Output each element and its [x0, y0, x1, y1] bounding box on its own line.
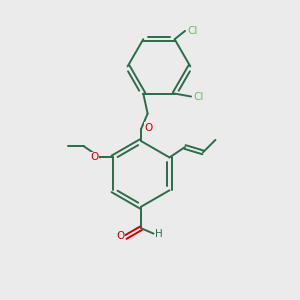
Text: O: O — [116, 231, 124, 241]
Text: Cl: Cl — [188, 26, 198, 36]
Text: O: O — [144, 123, 153, 133]
Text: H: H — [155, 229, 163, 238]
Text: Cl: Cl — [194, 92, 204, 101]
Text: O: O — [91, 152, 99, 163]
